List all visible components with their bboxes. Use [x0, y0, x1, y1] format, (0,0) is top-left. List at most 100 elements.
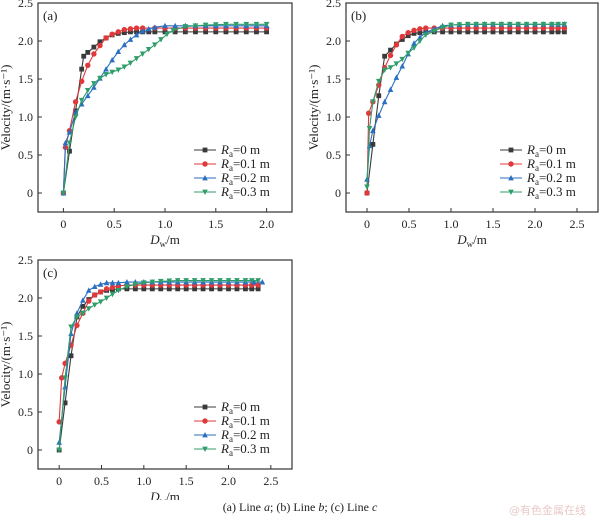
data-point — [208, 278, 215, 284]
data-point — [365, 110, 372, 116]
x-tick-label: 0.5 — [94, 474, 109, 488]
legend: Ra=0 mRa=0.1 mRa=0.2 mRa=0.3 m — [500, 142, 576, 201]
data-point — [134, 29, 139, 35]
x-tick-label: 2.0 — [221, 474, 236, 488]
data-point — [217, 286, 223, 292]
data-point — [515, 25, 521, 31]
data-point — [62, 375, 68, 381]
data-point — [399, 56, 406, 63]
y-tick-label: 0.5 — [18, 405, 33, 419]
y-tick-label: 1.5 — [18, 72, 33, 86]
data-point — [149, 279, 156, 286]
data-point — [103, 286, 110, 292]
legend-item: Ra=0.2 m — [194, 427, 270, 444]
data-point — [233, 21, 239, 28]
legend-label: Ra=0.2 m — [526, 170, 576, 187]
y-axis-label: Velocity/(m·s⁻¹) — [306, 65, 321, 151]
legend-item: Ra=0.3 m — [500, 184, 576, 201]
data-point — [183, 286, 189, 292]
legend-label: Ra=0 m — [220, 142, 260, 159]
data-point — [132, 286, 138, 292]
data-point — [68, 324, 74, 330]
y-tick-label: 0.5 — [326, 148, 341, 162]
data-point — [498, 21, 505, 28]
data-point — [223, 29, 229, 35]
data-point — [387, 86, 394, 93]
x-tick-label: 2.0 — [528, 217, 543, 231]
data-point — [146, 29, 152, 35]
data-point — [127, 36, 134, 42]
data-point — [234, 286, 240, 292]
data-point — [242, 278, 249, 284]
data-point — [109, 31, 115, 37]
x-tick-label: 1.5 — [208, 217, 223, 231]
plot-frame — [345, 2, 599, 213]
data-point — [456, 22, 463, 28]
legend-item: Ra=0.3 m — [194, 184, 270, 201]
data-point — [56, 439, 62, 445]
data-point — [103, 66, 109, 72]
data-point — [121, 30, 127, 36]
legend-marker — [202, 147, 208, 153]
y-tick-label: 2.0 — [18, 291, 33, 305]
data-point — [68, 353, 74, 359]
y-tick-label: 2.5 — [326, 0, 341, 10]
legend-label: Ra=0.3 m — [220, 441, 270, 458]
data-point — [465, 29, 471, 35]
data-point — [251, 279, 257, 285]
data-point — [62, 139, 69, 146]
x-axis-label: Dw/m — [149, 232, 180, 249]
data-point — [243, 29, 249, 35]
data-point — [133, 25, 140, 31]
data-point — [448, 22, 454, 29]
y-tick-label: 1.0 — [18, 367, 33, 381]
legend-label: Ra=0.2 m — [220, 170, 270, 187]
data-point — [393, 61, 400, 67]
data-point — [366, 142, 373, 149]
data-point — [74, 314, 80, 320]
data-point — [254, 29, 259, 35]
series-line — [58, 281, 263, 443]
x-tick-label: 2.0 — [259, 217, 274, 231]
caption-line-a: a — [264, 500, 270, 514]
data-point — [115, 288, 122, 294]
data-point — [375, 112, 382, 118]
data-point — [84, 88, 91, 94]
data-point — [141, 286, 147, 292]
data-point — [473, 29, 479, 35]
data-point — [115, 29, 121, 35]
data-point — [103, 35, 109, 41]
data-point — [56, 447, 62, 453]
data-point — [191, 278, 198, 284]
data-point — [263, 21, 270, 28]
data-point — [561, 25, 568, 31]
data-point — [381, 98, 388, 105]
data-point — [174, 278, 181, 284]
y-tick-label: 1.0 — [326, 110, 341, 124]
y-tick-label: 2.5 — [18, 253, 33, 267]
data-point — [172, 29, 178, 35]
data-point — [243, 21, 250, 28]
data-point — [115, 67, 122, 73]
data-point — [133, 56, 140, 62]
data-point — [81, 53, 87, 59]
data-point — [423, 32, 429, 38]
x-tick-label: 1.0 — [136, 474, 151, 488]
caption-part-c: ; (c) Line — [324, 500, 372, 514]
data-point — [370, 99, 376, 105]
data-point — [62, 400, 68, 406]
x-tick-label: 0.5 — [402, 217, 417, 231]
data-point — [532, 21, 538, 28]
data-point — [157, 278, 164, 285]
data-point — [515, 21, 521, 28]
data-point — [121, 64, 128, 70]
watermark: @有色金属在线 — [509, 504, 586, 517]
data-point — [164, 31, 170, 38]
data-point — [192, 286, 198, 292]
data-point — [253, 21, 260, 28]
caption-part-a: (a) Line — [222, 500, 264, 514]
data-point — [124, 284, 130, 290]
data-point — [417, 34, 423, 40]
data-point — [103, 72, 109, 78]
data-point — [264, 29, 269, 35]
